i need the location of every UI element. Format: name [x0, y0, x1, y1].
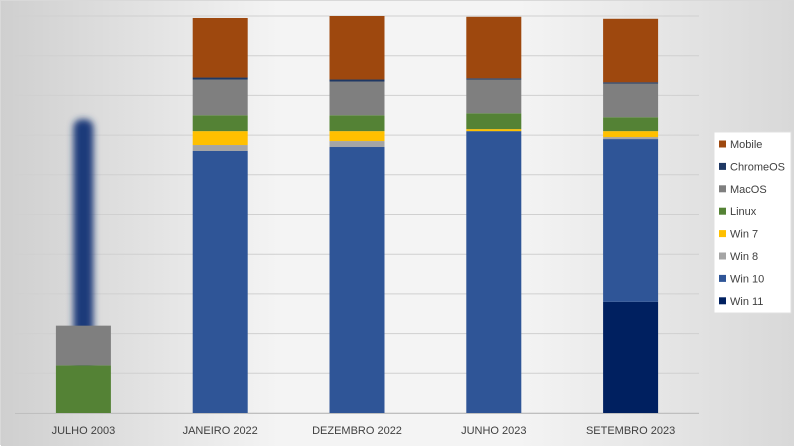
- bar-segment-linux: [329, 115, 385, 132]
- bar-segment-linux: [192, 115, 248, 132]
- legend-swatch: [719, 185, 726, 193]
- legend-label: Mobile: [730, 139, 762, 151]
- legend-label: MacOS: [730, 184, 767, 196]
- bar-segment-blurred: [73, 119, 94, 394]
- bar-segment-win-8: [603, 137, 659, 140]
- bar-segment-win-10: [603, 139, 659, 302]
- bar-segment-chromeos: [329, 79, 385, 82]
- legend-label: Win 11: [730, 296, 763, 308]
- bar-segment-win-10: [192, 150, 248, 414]
- x-tick-label: DEZEMBRO 2022: [312, 425, 402, 437]
- x-tick-label: JUNHO 2023: [461, 425, 526, 437]
- legend: Mobile ChromeOS MacOS Linux Win 7 Win 8 Win 10…: [713, 131, 792, 314]
- x-tick-label: SETEMBRO 2023: [586, 425, 675, 437]
- legend-label: ChromeOS: [730, 161, 785, 173]
- bar-segment-macos: [329, 81, 385, 116]
- legend-swatch: [719, 230, 726, 238]
- bar-segment-mobile: [466, 16, 522, 79]
- legend-box: [713, 131, 792, 314]
- x-axis-ticks: JULHO 2003 JANEIRO 2022 DEZEMBRO 2022 JUNHO…: [52, 425, 676, 437]
- bar-segment-macos: [466, 79, 522, 114]
- bar-segment-chromeos: [603, 82, 659, 84]
- legend-label: Linux: [730, 206, 757, 218]
- bar-segment-linux: [55, 365, 111, 413]
- bar-segment-win-10: [329, 147, 385, 413]
- legend-swatch: [719, 140, 726, 148]
- legend-swatch: [719, 297, 726, 305]
- legend-swatch: [719, 162, 726, 170]
- legend-label: Win 10: [730, 273, 764, 285]
- bar-segment-mobile: [603, 18, 659, 83]
- bar-segment-chromeos: [466, 78, 522, 80]
- bar-segment-mobile: [192, 17, 248, 78]
- bar-segment-mobile: [329, 16, 385, 80]
- bar-segment-win-8: [329, 141, 385, 148]
- bar-segment-macos: [192, 79, 248, 116]
- bar-segment-win-10: [466, 131, 522, 413]
- bar-segment-win-7: [466, 129, 522, 132]
- x-tick-label: JULHO 2003: [52, 425, 116, 437]
- bar-segment-linux: [603, 117, 659, 132]
- legend-swatch: [719, 274, 726, 282]
- bars: [55, 16, 659, 414]
- bar-segment-chromeos: [192, 77, 248, 80]
- bar-segment-linux: [466, 113, 522, 130]
- bar-segment-win-7: [329, 131, 385, 142]
- bar-segment-win-8: [192, 145, 248, 151]
- legend-swatch: [719, 252, 726, 260]
- legend-label: Win 7: [730, 229, 758, 241]
- bar-segment-win-7: [192, 131, 248, 146]
- x-tick-label: JANEIRO 2022: [183, 425, 258, 437]
- bar-segment-macos: [603, 83, 659, 118]
- bar-segment-win-11: [603, 301, 659, 413]
- legend-label: Win 8: [730, 251, 758, 263]
- bar-segment-win-7: [603, 131, 659, 138]
- bar-segment-macos: [55, 325, 111, 366]
- legend-swatch: [719, 207, 726, 215]
